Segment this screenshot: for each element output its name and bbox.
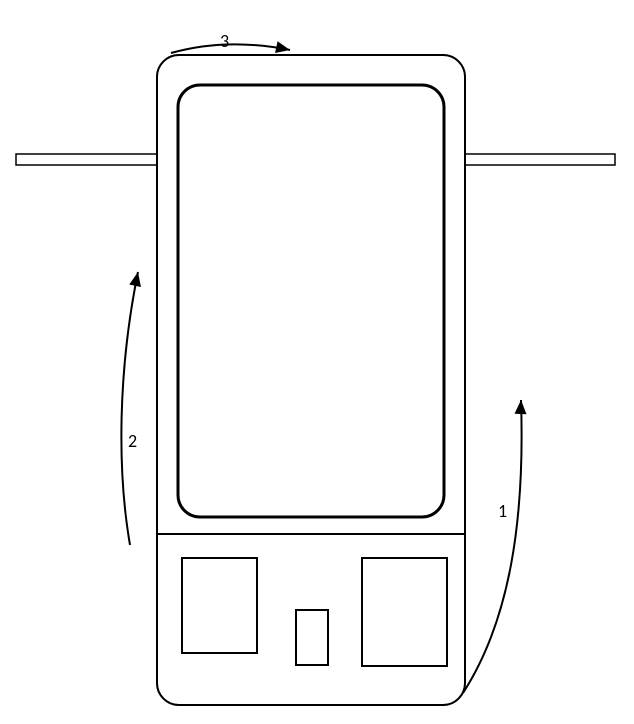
diagram-svg: [0, 0, 634, 724]
arrow-2-label: 2: [128, 430, 137, 452]
arrow-2-path: [121, 272, 138, 545]
arrow-1-path: [463, 400, 522, 693]
handle-left: [16, 154, 157, 165]
arrow-3-label: 3: [220, 30, 229, 52]
cabinet-body: [157, 55, 465, 705]
arrow-1-head: [515, 400, 527, 414]
arrow-1-label: 1: [498, 500, 507, 522]
arrow-3-head: [275, 41, 290, 53]
handle-right: [465, 154, 615, 165]
arrow-2-head: [129, 272, 141, 287]
arrow-3-path: [171, 44, 290, 53]
